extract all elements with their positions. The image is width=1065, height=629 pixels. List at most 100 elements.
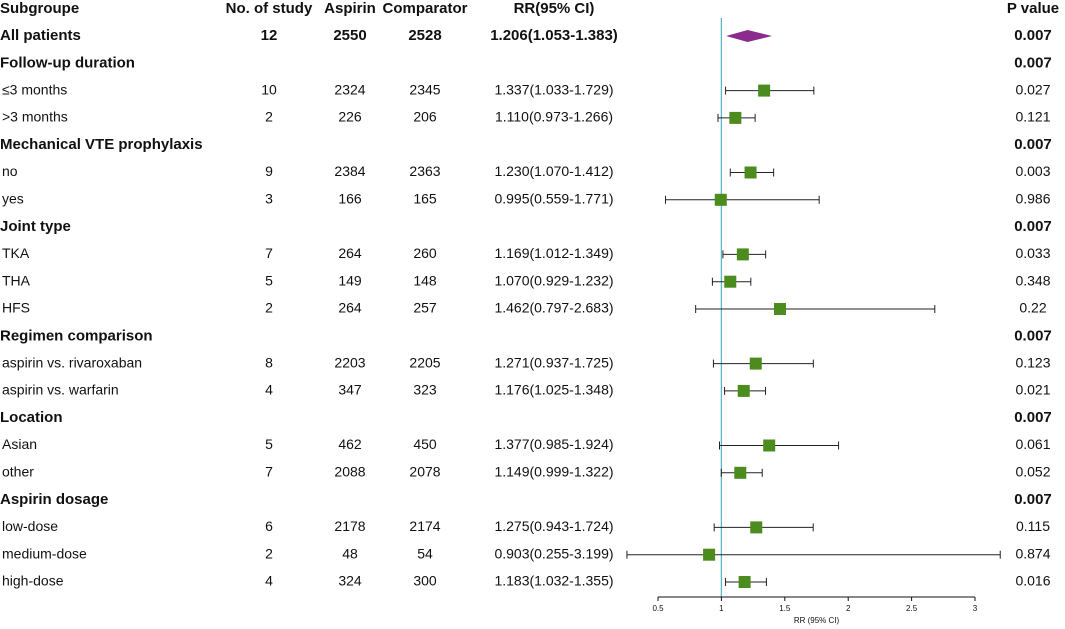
rr-ci-value: 1.271(0.937-1.725) [494,354,613,370]
p-value: 0.22 [1019,300,1046,316]
p-value: 0.033 [1015,245,1050,261]
subgroup-label: aspirin vs. warfarin [2,382,119,398]
n-study-value: 12 [261,27,278,44]
p-value: 0.021 [1015,382,1050,398]
x-axis-label: RR (95% CI) [794,616,840,625]
p-value: 0.121 [1015,109,1050,125]
point-estimate [729,111,742,124]
point-estimate [714,193,727,206]
group-label: Mechanical VTE prophylaxis [0,136,203,153]
overall-diamond [726,30,772,42]
subgroup-label: Asian [2,436,37,452]
p-value: 0.052 [1015,464,1050,480]
x-tick-label: 3 [973,604,978,613]
point-estimate [738,576,751,588]
n-study-value: 5 [265,436,273,452]
point-estimate [744,166,757,179]
aspirin-value: 2550 [333,27,366,44]
point-estimate [724,275,737,288]
point-estimate [734,466,747,479]
point-estimate [737,384,750,397]
aspirin-value: 48 [342,545,358,561]
n-study-value: 2 [265,300,273,316]
p-value: 0.007 [1014,27,1052,44]
comparator-value: 206 [413,109,437,125]
group-p-value: 0.007 [1014,327,1052,344]
p-value: 0.348 [1015,272,1050,288]
group-p-value: 0.007 [1014,136,1052,153]
group-label: Joint type [0,218,71,235]
point-estimate [763,439,776,452]
n-study-value: 4 [265,573,273,589]
subgroup-label: no [2,163,18,179]
n-study-value: 9 [265,163,273,179]
header-comparator: Comparator [382,0,467,17]
subgroup-label: THA [2,272,31,288]
group-p-value: 0.007 [1014,409,1052,426]
group-label: Regimen comparison [0,327,153,344]
comparator-value: 260 [413,245,437,261]
p-value: 0.123 [1015,354,1050,370]
x-tick-label: 2.5 [906,604,918,613]
rr-ci-value: 1.110(0.973-1.266) [495,109,613,125]
n-study-value: 2 [265,545,273,561]
header-rr-ci: RR(95% CI) [514,0,595,17]
rr-ci-value: 1.206(1.053-1.383) [490,27,618,44]
aspirin-value: 264 [338,300,362,316]
subgroup-label: other [2,464,34,480]
group-p-value: 0.007 [1014,491,1052,508]
rr-ci-value: 1.275(0.943-1.724) [494,518,613,534]
aspirin-value: 226 [338,109,362,125]
subgroup-label: >3 months [2,109,68,125]
header-n-study: No. of study [226,0,313,17]
comparator-value: 2078 [409,464,440,480]
header-aspirin: Aspirin [324,0,376,17]
comparator-value: 54 [417,545,433,561]
comparator-value: 2363 [409,163,440,179]
rr-ci-value: 1.462(0.797-2.683) [494,300,613,316]
subgroup-label: high-dose [2,573,64,589]
comparator-value: 148 [413,272,437,288]
n-study-value: 5 [265,272,273,288]
n-study-value: 4 [265,382,273,398]
group-p-value: 0.007 [1014,218,1052,235]
x-tick-label: 0.5 [652,604,664,613]
aspirin-value: 347 [338,382,362,398]
comparator-value: 165 [413,191,437,207]
aspirin-value: 264 [338,245,362,261]
rr-ci-value: 0.903(0.255-3.199) [494,545,613,561]
aspirin-value: 166 [338,191,362,207]
aspirin-value: 2324 [334,81,365,97]
x-tick-label: 2 [846,604,851,613]
subgroup-label: aspirin vs. rivaroxaban [2,354,142,370]
subgroup-label: low-dose [2,518,58,534]
subgroup-label: medium-dose [2,545,87,561]
p-value: 0.027 [1015,81,1050,97]
subgroup-label: ≤3 months [2,81,67,97]
p-value: 0.061 [1015,436,1050,452]
group-label: Location [0,409,63,426]
group-label: Aspirin dosage [0,491,108,508]
aspirin-value: 2178 [334,518,365,534]
comparator-value: 300 [413,573,437,589]
n-study-value: 8 [265,354,273,370]
point-estimate [749,357,762,370]
rr-ci-value: 0.995(0.559-1.771) [494,191,613,207]
point-estimate [703,548,716,561]
subgroup-label: TKA [2,245,30,261]
chart-layer: 0.5 1 1.5 2 2.5 3 RR (95% CI) [626,18,1001,625]
aspirin-value: 324 [338,573,362,589]
rr-ci-value: 1.337(1.033-1.729) [494,81,613,97]
p-value: 0.874 [1015,545,1050,561]
subgroup-label: HFS [2,300,30,316]
n-study-value: 3 [265,191,273,207]
header-subgroup: Subgroupe [0,0,79,17]
aspirin-value: 149 [338,272,362,288]
aspirin-value: 2203 [334,354,365,370]
p-value: 0.016 [1015,573,1050,589]
p-value: 0.986 [1015,191,1050,207]
point-estimate [750,521,763,534]
aspirin-value: 2088 [334,464,365,480]
n-study-value: 2 [265,109,273,125]
